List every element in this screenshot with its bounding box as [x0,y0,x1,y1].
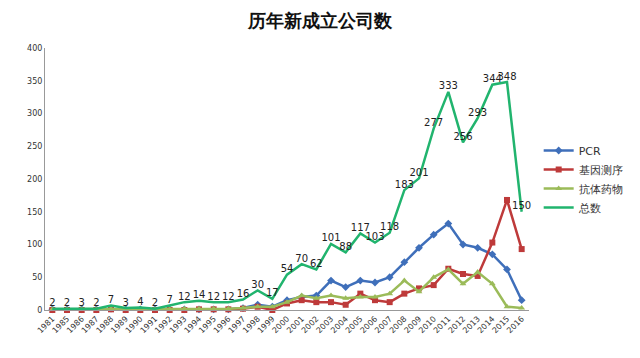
svg-text:1996: 1996 [212,314,233,335]
svg-text:12: 12 [207,291,220,302]
svg-text:2: 2 [64,297,70,308]
svg-text:2000: 2000 [270,314,291,335]
svg-text:1981: 1981 [36,314,57,335]
svg-text:117: 117 [351,222,370,233]
svg-text:7: 7 [166,294,172,305]
svg-text:3: 3 [78,297,84,308]
svg-text:2001: 2001 [285,314,306,335]
svg-text:16: 16 [237,288,250,299]
svg-text:1994: 1994 [182,314,203,335]
svg-text:201: 201 [409,167,428,178]
svg-text:PCR: PCR [579,145,601,158]
svg-text:1992: 1992 [153,314,174,335]
svg-text:2002: 2002 [300,314,321,335]
svg-text:3: 3 [122,297,128,308]
svg-text:7: 7 [108,294,114,305]
svg-text:1991: 1991 [138,314,159,335]
svg-text:2014: 2014 [476,314,497,335]
svg-text:14: 14 [193,289,206,300]
svg-text:150: 150 [512,200,531,211]
svg-text:2004: 2004 [329,314,350,335]
svg-text:2005: 2005 [344,314,365,335]
svg-text:1985: 1985 [50,314,71,335]
svg-text:293: 293 [468,107,487,118]
svg-text:17: 17 [266,287,279,298]
svg-text:101: 101 [321,232,340,243]
svg-text:1999: 1999 [256,314,277,335]
svg-text:30: 30 [251,279,264,290]
svg-text:54: 54 [281,263,294,274]
svg-text:62: 62 [310,258,323,269]
svg-text:300: 300 [27,109,42,118]
svg-text:183: 183 [395,179,414,190]
svg-text:350: 350 [27,77,42,86]
svg-text:1990: 1990 [124,314,145,335]
svg-text:历年新成立公司数: 历年新成立公司数 [247,10,393,31]
svg-text:2015: 2015 [490,314,511,335]
svg-text:277: 277 [424,117,443,128]
svg-text:1995: 1995 [197,314,218,335]
svg-text:118: 118 [380,221,399,232]
svg-text:12: 12 [222,291,235,302]
svg-text:4: 4 [137,296,143,307]
svg-text:103: 103 [365,231,384,242]
svg-text:12: 12 [178,291,191,302]
svg-text:1989: 1989 [109,314,130,335]
svg-text:0: 0 [37,306,42,315]
svg-text:1993: 1993 [168,314,189,335]
svg-text:基因测序: 基因测序 [579,164,623,177]
svg-text:150: 150 [27,208,42,217]
svg-text:88: 88 [339,241,352,252]
svg-text:348: 348 [497,71,516,82]
svg-text:总数: 总数 [578,202,601,215]
svg-text:2: 2 [152,297,158,308]
svg-text:1998: 1998 [241,314,262,335]
svg-text:50: 50 [32,273,42,282]
svg-text:400: 400 [27,44,42,53]
svg-text:2009: 2009 [402,314,423,335]
svg-text:2: 2 [49,297,55,308]
svg-text:2008: 2008 [388,314,409,335]
svg-text:1987: 1987 [80,314,101,335]
svg-text:344: 344 [483,73,502,84]
svg-text:2010: 2010 [417,314,438,335]
svg-text:1986: 1986 [65,314,86,335]
svg-text:200: 200 [27,175,42,184]
svg-text:250: 250 [27,142,42,151]
svg-text:2006: 2006 [358,314,379,335]
svg-text:100: 100 [27,240,42,249]
svg-text:2003: 2003 [314,314,335,335]
svg-text:2016: 2016 [505,314,526,335]
svg-text:1988: 1988 [94,314,115,335]
svg-text:333: 333 [439,80,458,91]
svg-text:2007: 2007 [373,314,394,335]
svg-text:256: 256 [453,131,472,142]
svg-text:70: 70 [295,253,308,264]
svg-text:2013: 2013 [461,314,482,335]
svg-text:2011: 2011 [432,314,453,335]
svg-text:2: 2 [93,297,99,308]
svg-text:抗体药物: 抗体药物 [579,183,623,196]
svg-text:2012: 2012 [446,314,467,335]
svg-text:1997: 1997 [226,314,247,335]
